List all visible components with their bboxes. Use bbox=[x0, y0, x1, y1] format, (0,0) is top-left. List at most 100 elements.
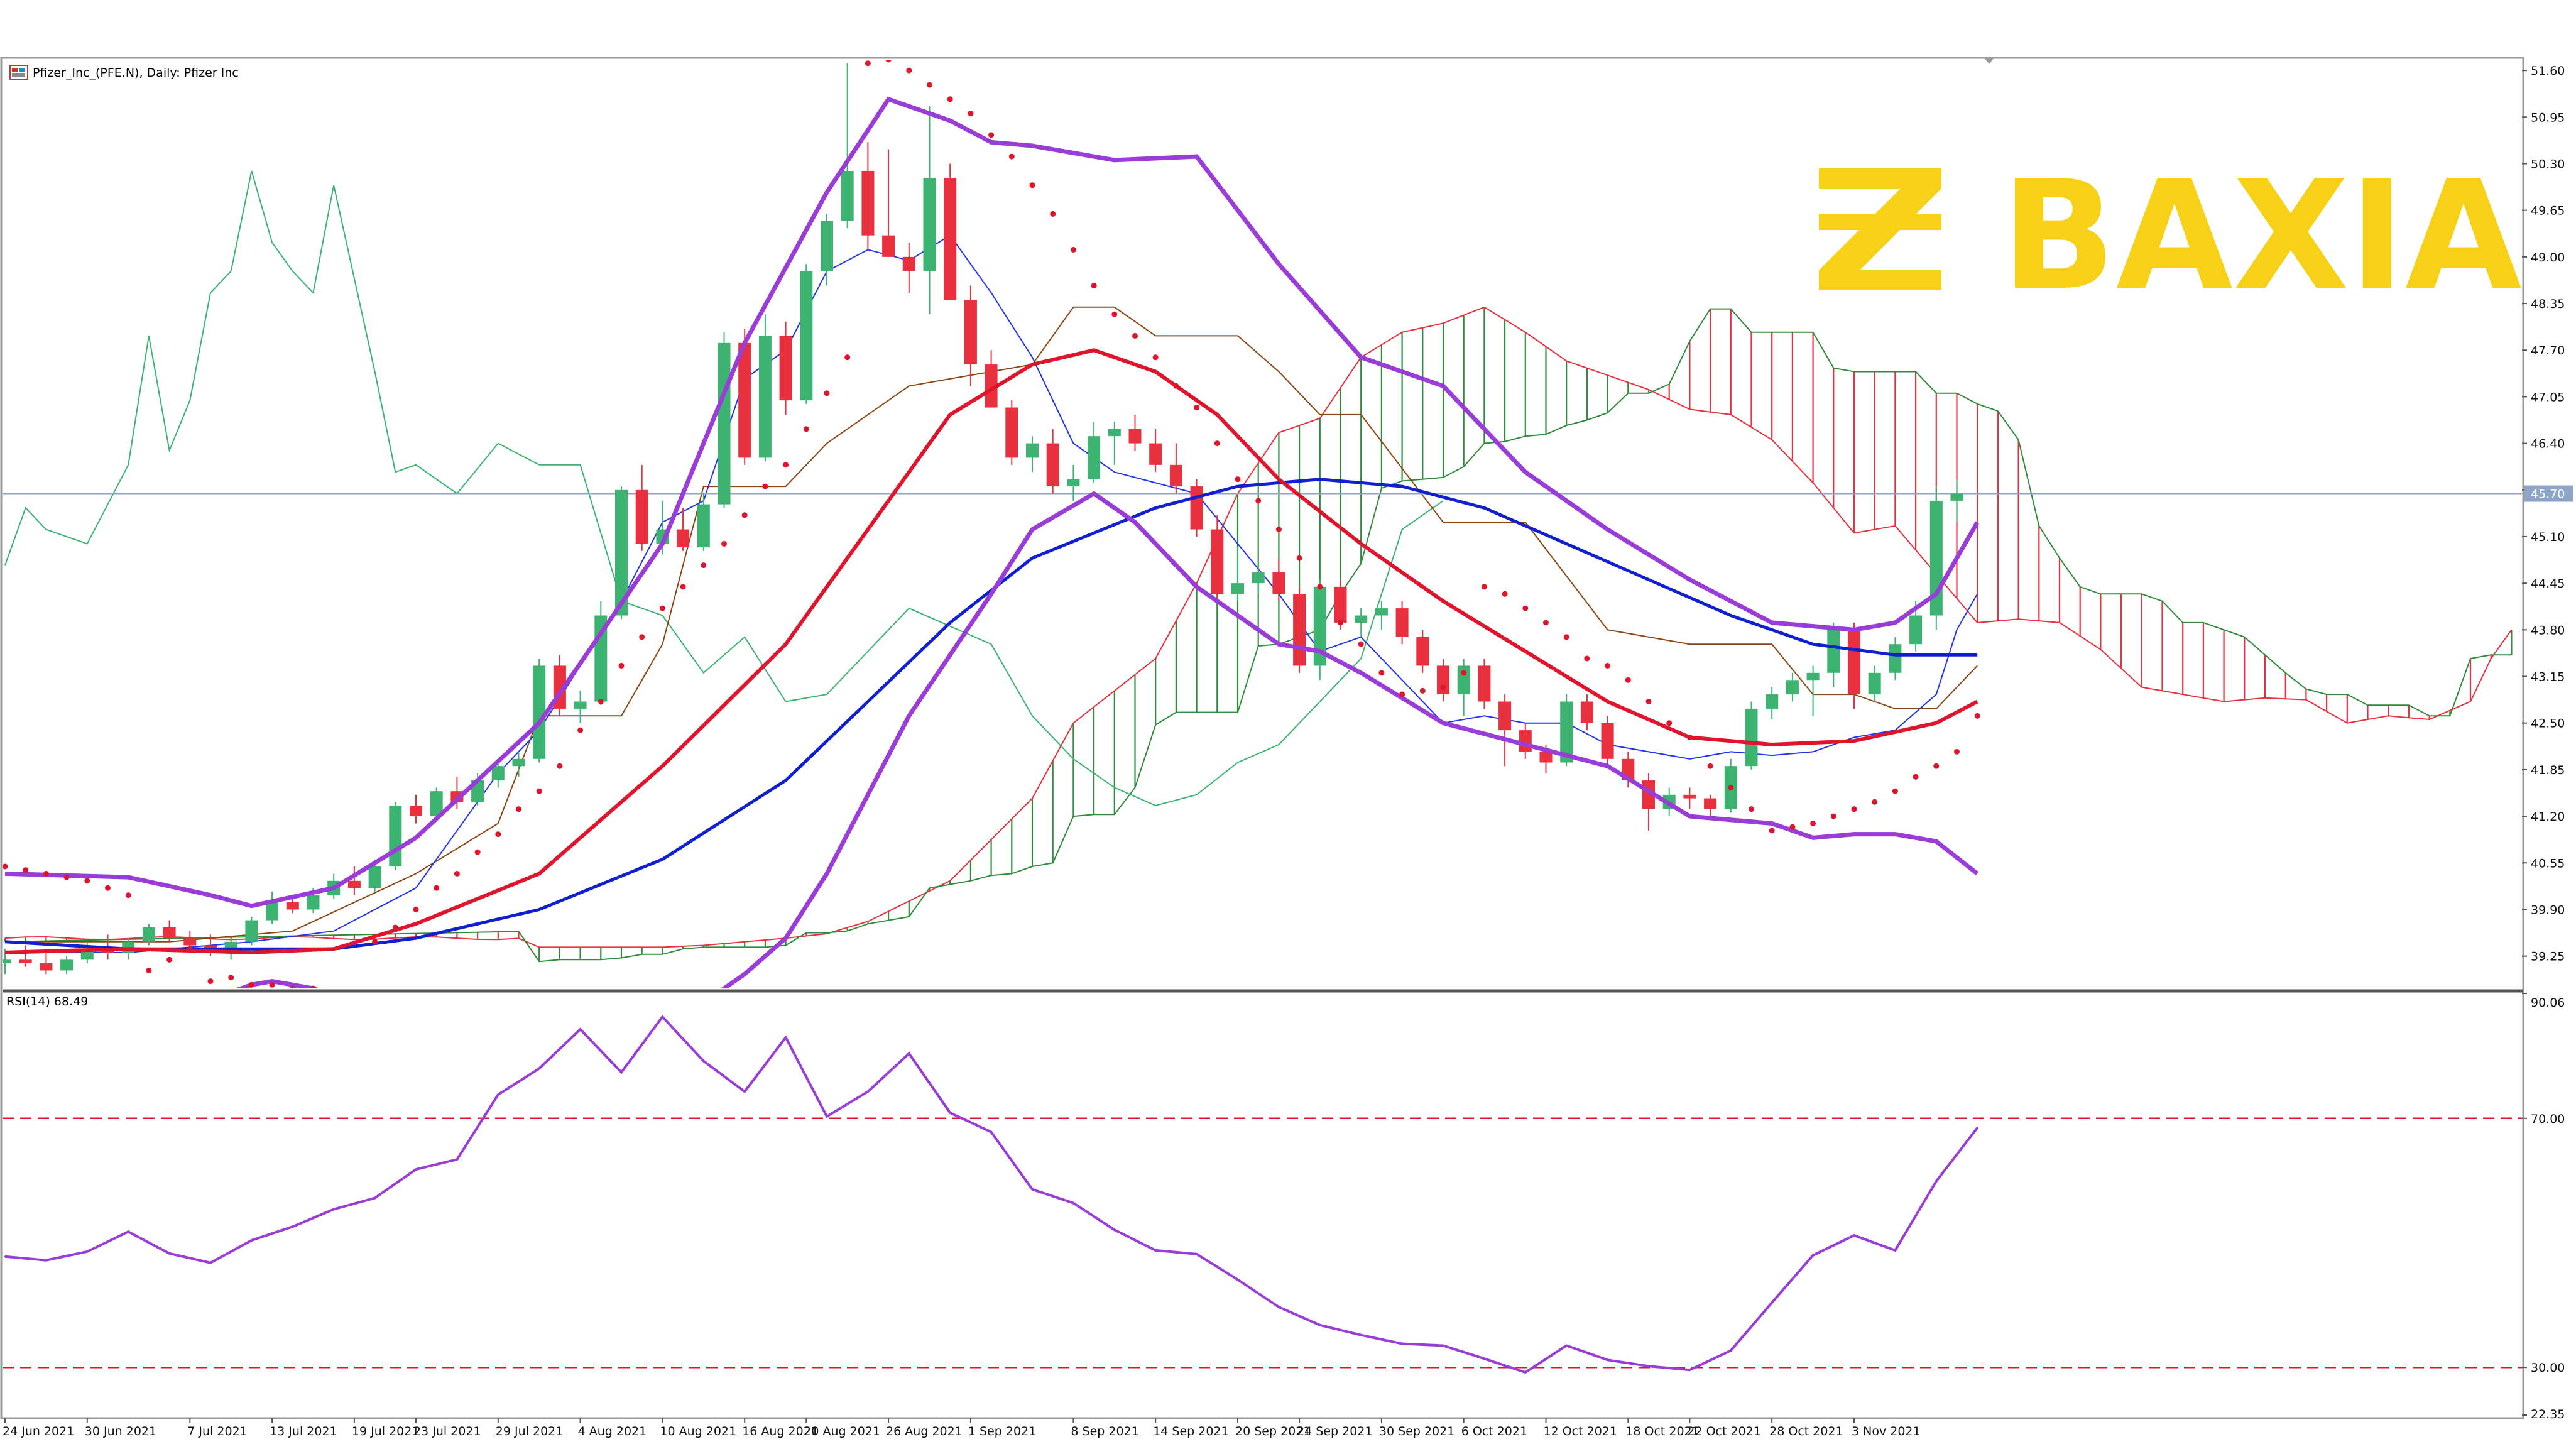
bull-candle[interactable] bbox=[1313, 586, 1326, 666]
bull-candle[interactable] bbox=[615, 489, 628, 616]
bull-candle[interactable] bbox=[1909, 615, 1923, 645]
bull-candle[interactable] bbox=[1766, 694, 1779, 709]
bull-candle[interactable] bbox=[1745, 708, 1758, 767]
rsi-point bbox=[949, 1112, 951, 1114]
sar-dot bbox=[618, 662, 625, 669]
sar-dot bbox=[1625, 677, 1631, 683]
sar-dot bbox=[598, 698, 604, 704]
bear-candle[interactable] bbox=[163, 927, 176, 939]
bear-candle[interactable] bbox=[902, 256, 915, 271]
bear-candle[interactable] bbox=[1519, 730, 1532, 752]
bear-candle[interactable] bbox=[964, 300, 977, 365]
bull-candle[interactable] bbox=[1786, 680, 1799, 695]
bear-candle[interactable] bbox=[882, 235, 895, 257]
bear-candle[interactable] bbox=[1478, 665, 1491, 702]
time-tick-label: 19 Jul 2021 bbox=[352, 1424, 420, 1438]
bull-candle[interactable] bbox=[821, 221, 833, 271]
bear-candle[interactable] bbox=[1704, 798, 1717, 809]
bull-candle[interactable] bbox=[368, 866, 381, 888]
rsi-axis[interactable]: 90.06 70.00 30.00 22.35 bbox=[2522, 993, 2565, 1421]
bear-candle[interactable] bbox=[1848, 630, 1860, 695]
price-tick-label: 41.20 bbox=[2531, 810, 2565, 824]
bear-candle[interactable] bbox=[1211, 529, 1224, 594]
bull-candle[interactable] bbox=[1560, 701, 1573, 763]
bull-candle[interactable] bbox=[1889, 644, 1902, 673]
bear-candle[interactable] bbox=[1437, 665, 1449, 695]
bear-candle[interactable] bbox=[1272, 572, 1285, 594]
bull-candle[interactable] bbox=[491, 766, 505, 781]
bear-candle[interactable] bbox=[1601, 723, 1614, 759]
bear-candle[interactable] bbox=[347, 880, 361, 888]
bull-candle[interactable] bbox=[533, 665, 546, 759]
bear-candle[interactable] bbox=[1005, 407, 1018, 458]
bear-candle[interactable] bbox=[1580, 701, 1593, 723]
bull-candle[interactable] bbox=[1252, 572, 1265, 584]
bear-candle[interactable] bbox=[1539, 752, 1553, 763]
bear-candle[interactable] bbox=[985, 364, 998, 408]
bear-candle[interactable] bbox=[1498, 701, 1512, 731]
bear-candle[interactable] bbox=[410, 805, 422, 817]
bear-candle[interactable] bbox=[19, 959, 32, 964]
sar-dot bbox=[248, 981, 254, 988]
bull-candle[interactable] bbox=[1806, 672, 1820, 681]
bear-candle[interactable] bbox=[1416, 637, 1429, 666]
price-axis[interactable]: 51.60 50.95 50.30 49.65 49.00 48.35 47.70 47.05… bbox=[2522, 64, 2573, 964]
bull-candle[interactable] bbox=[60, 959, 74, 971]
logo-text: BAXIA bbox=[2001, 148, 2522, 324]
bull-candle[interactable] bbox=[1026, 443, 1039, 458]
bull-candle[interactable] bbox=[0, 959, 11, 964]
bull-candle[interactable] bbox=[758, 336, 772, 458]
bear-candle[interactable] bbox=[1334, 586, 1347, 623]
bull-candle[interactable] bbox=[307, 895, 320, 910]
bull-candle[interactable] bbox=[430, 791, 443, 817]
bull-candle[interactable] bbox=[1067, 479, 1080, 487]
bear-candle[interactable] bbox=[861, 170, 875, 236]
bear-candle[interactable] bbox=[1293, 594, 1306, 666]
time-axis[interactable]: 24 Jun 2021 30 Jun 2021 7 Jul 2021 13 Jul 2… bbox=[3, 1418, 1921, 1438]
bull-candle[interactable] bbox=[1375, 608, 1388, 616]
bull-candle[interactable] bbox=[1231, 583, 1244, 594]
bull-candle[interactable] bbox=[1088, 436, 1101, 479]
bull-candle[interactable] bbox=[574, 701, 587, 709]
bear-candle[interactable] bbox=[286, 902, 299, 910]
bull-candle[interactable] bbox=[1827, 630, 1840, 673]
price-tick-label: 43.80 bbox=[2531, 623, 2565, 637]
bull-candle[interactable] bbox=[512, 758, 525, 767]
bull-candle[interactable] bbox=[142, 927, 155, 942]
bear-candle[interactable] bbox=[1046, 443, 1059, 487]
bull-candle[interactable] bbox=[718, 342, 731, 505]
bear-candle[interactable] bbox=[183, 938, 197, 946]
bull-candle[interactable] bbox=[1457, 665, 1470, 695]
bull-candle[interactable] bbox=[800, 271, 813, 401]
bull-candle[interactable] bbox=[697, 504, 710, 548]
bear-candle[interactable] bbox=[1169, 464, 1182, 487]
sar-dot bbox=[741, 512, 748, 518]
bear-candle[interactable] bbox=[40, 963, 53, 971]
bear-candle[interactable] bbox=[779, 336, 792, 401]
shift-marker-icon[interactable] bbox=[1984, 58, 1994, 64]
bear-candle[interactable] bbox=[635, 489, 648, 544]
bear-candle[interactable] bbox=[1149, 443, 1162, 465]
bull-candle[interactable] bbox=[245, 920, 258, 942]
bull-candle[interactable] bbox=[266, 902, 279, 921]
price-tick-label: 45.10 bbox=[2531, 530, 2565, 544]
price-pane[interactable] bbox=[0, 57, 2522, 1017]
bear-candle[interactable] bbox=[1395, 608, 1409, 637]
bear-candle[interactable] bbox=[1190, 486, 1203, 530]
bull-candle[interactable] bbox=[841, 170, 854, 221]
bear-candle[interactable] bbox=[738, 342, 751, 458]
bull-candle[interactable] bbox=[1108, 429, 1121, 437]
bull-candle[interactable] bbox=[1868, 672, 1881, 695]
bull-candle[interactable] bbox=[923, 178, 936, 271]
bear-candle[interactable] bbox=[1128, 429, 1142, 444]
sar-dot bbox=[187, 946, 193, 952]
sar-dot bbox=[1173, 383, 1179, 389]
bear-candle[interactable] bbox=[944, 178, 957, 300]
bull-candle[interactable] bbox=[389, 805, 402, 866]
bull-candle[interactable] bbox=[1950, 493, 1963, 501]
bull-candle[interactable] bbox=[1355, 615, 1368, 623]
bear-candle[interactable] bbox=[1683, 794, 1696, 799]
bear-candle[interactable] bbox=[677, 529, 690, 548]
rsi-pane[interactable] bbox=[3, 1015, 2522, 1374]
sar-dot bbox=[1255, 498, 1262, 504]
